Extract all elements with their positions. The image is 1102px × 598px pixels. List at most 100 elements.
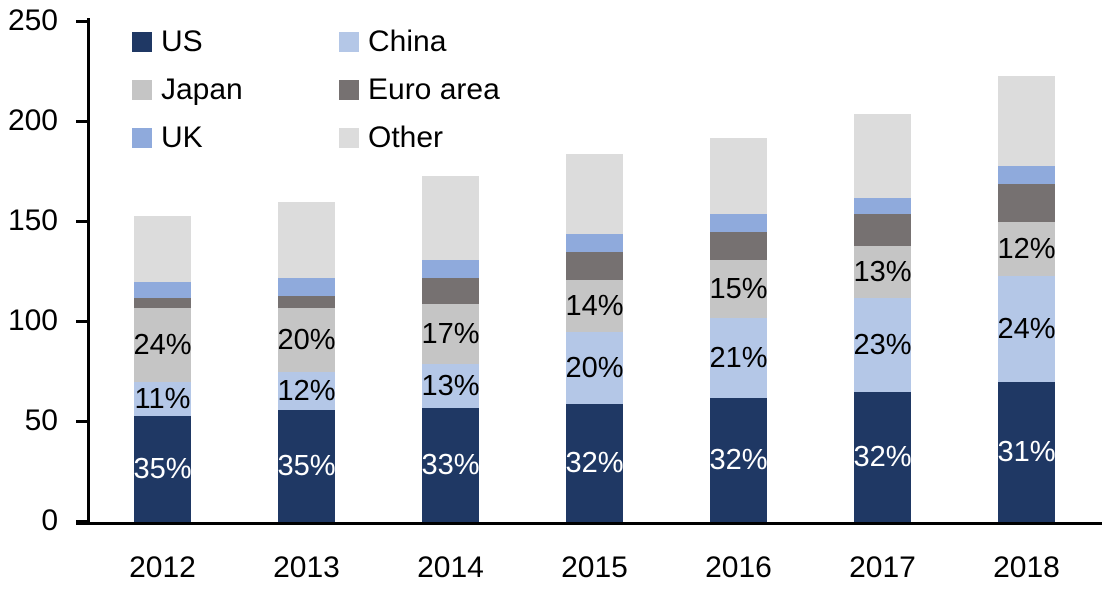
x-tick-label-2014: 2014 (417, 551, 484, 584)
bar-segment-japan-2016 (710, 260, 767, 318)
y-tick-mark-100 (76, 320, 89, 323)
y-tick-label-50: 50 (24, 404, 58, 437)
bar-segment-other-2012 (134, 216, 191, 282)
bar-segment-uk-2018 (998, 166, 1055, 184)
bar-segment-us-2016 (710, 398, 767, 522)
bar-segment-other-2014 (422, 176, 479, 260)
segment-label-china-2017: 23% (853, 329, 912, 361)
segment-label-us-2012: 35% (133, 453, 192, 485)
x-tick-label-2017: 2017 (849, 551, 916, 584)
bar-segment-euro-area-2017 (854, 214, 911, 246)
legend-item-other: Other (339, 123, 443, 153)
y-tick-mark-200 (76, 120, 89, 123)
bar-segment-japan-2013 (278, 308, 335, 372)
x-tick-label-2016: 2016 (705, 551, 772, 584)
bar-segment-other-2018 (998, 76, 1055, 166)
bar-segment-china-2014 (422, 364, 479, 408)
segment-label-japan-2017: 13% (853, 256, 912, 288)
bar-segment-other-2016 (710, 138, 767, 214)
segment-label-china-2012: 11% (134, 383, 191, 415)
legend-item-euro-area: Euro area (339, 75, 500, 105)
segment-label-us-2013: 35% (277, 450, 336, 482)
segment-label-us-2016: 32% (709, 444, 768, 476)
bar-segment-other-2015 (566, 154, 623, 234)
bar-segment-us-2017 (854, 392, 911, 522)
bar-segment-china-2018 (998, 276, 1055, 382)
segment-label-japan-2016: 15% (709, 273, 768, 305)
legend-label: UK (161, 121, 203, 154)
x-tick-label-2018: 2018 (993, 551, 1060, 584)
legend-label: Euro area (368, 73, 500, 106)
bar-segment-china-2017 (854, 298, 911, 392)
legend-item-us: US (132, 27, 203, 57)
bar-segment-other-2013 (278, 202, 335, 278)
bar-segment-japan-2012 (134, 308, 191, 382)
bar-segment-euro-area-2013 (278, 296, 335, 308)
y-tick-mark-0 (76, 520, 89, 523)
bar-segment-china-2013 (278, 372, 335, 410)
bar-segment-us-2018 (998, 382, 1055, 522)
bar-segment-uk-2017 (854, 198, 911, 214)
segment-label-china-2018: 24% (997, 313, 1056, 345)
legend-swatch-icon (339, 80, 359, 100)
segment-label-us-2017: 32% (853, 441, 912, 473)
bar-segment-euro-area-2014 (422, 278, 479, 304)
bar-segment-us-2014 (422, 408, 479, 522)
bar-segment-uk-2012 (134, 282, 191, 298)
bar-segment-euro-area-2016 (710, 232, 767, 260)
y-tick-label-100: 100 (7, 304, 58, 337)
bar-segment-us-2012 (134, 416, 191, 522)
x-tick-label-2012: 2012 (129, 551, 196, 584)
y-tick-label-0: 0 (41, 504, 58, 537)
bar-segment-uk-2014 (422, 260, 479, 278)
bar-segment-us-2015 (566, 404, 623, 522)
bar-segment-uk-2015 (566, 234, 623, 252)
x-axis-line (76, 522, 1102, 525)
legend-label: China (368, 25, 447, 58)
segment-label-china-2016: 21% (709, 342, 768, 374)
legend-label: Japan (161, 73, 243, 106)
bar-segment-japan-2015 (566, 280, 623, 332)
bar-segment-japan-2014 (422, 304, 479, 364)
bar-segment-uk-2013 (278, 278, 335, 296)
bar-segment-other-2017 (854, 114, 911, 198)
legend-item-japan: Japan (132, 75, 243, 105)
legend-label: Other (368, 121, 444, 154)
bar-segment-china-2012 (134, 382, 191, 416)
y-tick-mark-150 (76, 220, 89, 223)
segment-label-japan-2018: 12% (997, 233, 1056, 265)
y-tick-label-200: 200 (7, 104, 58, 137)
bar-segment-china-2016 (710, 318, 767, 398)
segment-label-japan-2012: 24% (133, 329, 192, 361)
legend-item-china: China (339, 27, 446, 57)
x-tick-label-2015: 2015 (561, 551, 628, 584)
legend-label: US (161, 25, 203, 58)
bar-segment-euro-area-2015 (566, 252, 623, 280)
legend-swatch-icon (132, 80, 152, 100)
segment-label-china-2014: 13% (421, 370, 480, 402)
segment-label-japan-2014: 17% (421, 318, 480, 350)
y-tick-label-250: 250 (7, 4, 58, 37)
bar-segment-uk-2016 (710, 214, 767, 232)
bar-segment-euro-area-2018 (998, 184, 1055, 222)
bar-segment-japan-2018 (998, 222, 1055, 276)
legend-swatch-icon (132, 32, 152, 52)
bar-segment-euro-area-2012 (134, 298, 191, 308)
legend-swatch-icon (339, 128, 359, 148)
y-tick-label-150: 150 (7, 204, 58, 237)
segment-label-us-2018: 31% (997, 436, 1056, 468)
bar-segment-china-2015 (566, 332, 623, 404)
bar-segment-us-2013 (278, 410, 335, 522)
segment-label-china-2015: 20% (565, 352, 624, 384)
segment-label-japan-2013: 20% (277, 324, 336, 356)
legend-item-uk: UK (132, 123, 203, 153)
segment-label-china-2013: 12% (277, 375, 336, 407)
bar-segment-japan-2017 (854, 246, 911, 298)
y-tick-mark-250 (76, 20, 89, 23)
segment-label-japan-2015: 14% (565, 290, 624, 322)
y-tick-mark-50 (76, 420, 89, 423)
segment-label-us-2015: 32% (565, 447, 624, 479)
legend-swatch-icon (339, 32, 359, 52)
legend-swatch-icon (132, 128, 152, 148)
